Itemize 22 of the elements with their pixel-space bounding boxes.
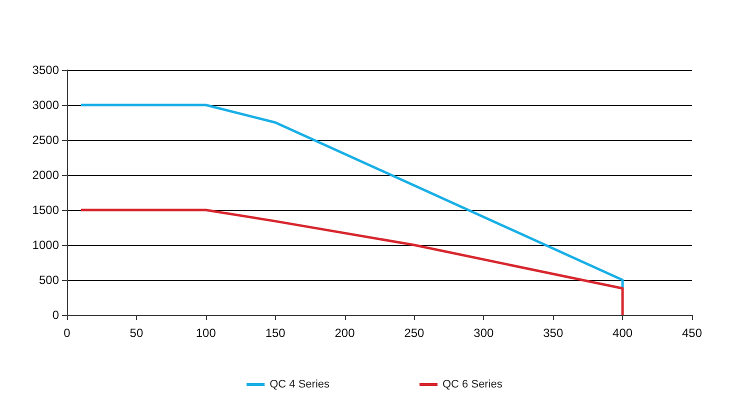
y-tick-label: 3500 xyxy=(32,63,60,77)
line-series xyxy=(80,208,624,316)
x-tick-label: 100 xyxy=(196,326,216,340)
legend-label: QC 4 Series xyxy=(270,378,330,390)
x-tick-label: 250 xyxy=(404,326,425,340)
line-series xyxy=(80,104,624,290)
y-tick-label: 500 xyxy=(38,273,60,287)
x-tick-label: 450 xyxy=(682,326,702,340)
legend-label: QC 6 Series xyxy=(442,378,503,390)
y-tick-label: 3000 xyxy=(32,98,60,112)
x-tick-label: 300 xyxy=(474,326,494,340)
x-tick-label: 200 xyxy=(334,326,356,340)
y-tick-label: 2500 xyxy=(32,133,60,147)
y-tick-label: 1000 xyxy=(32,238,60,252)
y-tick-label: 2000 xyxy=(32,168,60,182)
y-tick-label: 1500 xyxy=(32,203,60,217)
y-tick-label: 0 xyxy=(52,308,60,322)
x-tick-label: 150 xyxy=(265,326,286,340)
x-tick-label: 0 xyxy=(64,326,71,340)
x-tick-label: 50 xyxy=(130,326,144,340)
x-tick-label: 350 xyxy=(543,326,564,340)
x-tick-label: 400 xyxy=(612,326,633,340)
